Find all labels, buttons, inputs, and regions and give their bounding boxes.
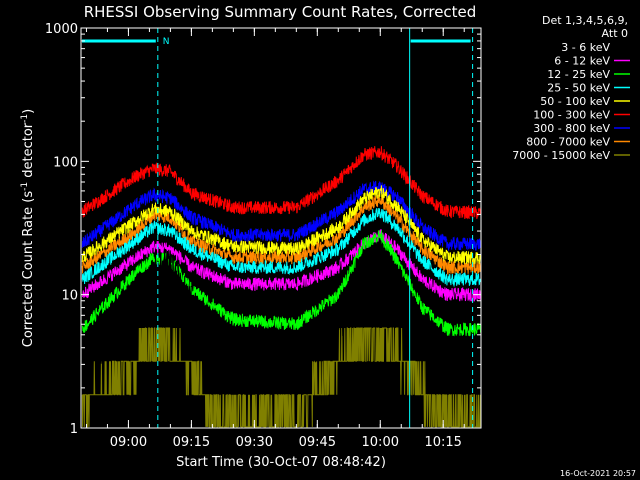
series-8 xyxy=(81,327,482,428)
series-5 xyxy=(81,146,482,220)
y-axis-label-main: Corrected Count Rate (s xyxy=(21,191,36,348)
y-tick-label: 100 xyxy=(53,155,78,170)
legend-entry-label: 12 - 25 keV xyxy=(547,68,610,81)
x-tick-label: 09:00 xyxy=(110,435,147,450)
series-2 xyxy=(82,230,481,337)
y-axis-label: Corrected Count Rate (s-1 detector-1) xyxy=(20,109,36,347)
y-tick-label: 1 xyxy=(70,422,78,437)
series-1 xyxy=(81,229,482,302)
x-tick-label: 09:15 xyxy=(173,435,210,450)
annotations: N xyxy=(82,28,474,428)
legend-entry-label: 25 - 50 keV xyxy=(547,82,610,95)
series-line xyxy=(81,240,482,378)
axes: 09:00 09:15 09:30 09:45 10:00 10:15 1 10 100 1000 xyxy=(45,22,481,450)
legend-entry-label: 3 - 6 keV xyxy=(561,41,610,54)
series-line xyxy=(81,327,482,428)
legend-entry-label: 800 - 7000 keV xyxy=(526,136,610,149)
series-3 xyxy=(81,207,482,288)
chart-title: RHESSI Observing Summary Count Rates, Co… xyxy=(84,3,477,21)
y-tick-label: 1000 xyxy=(45,22,78,37)
legend-header-1: Det 1,3,4,5,6,9, xyxy=(542,14,628,27)
series-0 xyxy=(81,240,482,378)
x-tick-label: 09:30 xyxy=(236,435,273,450)
series-6 xyxy=(81,180,482,251)
marker-label-n: N xyxy=(163,37,170,47)
x-axis-label: Start Time (30-Oct-07 08:48:42) xyxy=(176,455,386,470)
series-7 xyxy=(81,193,482,276)
legend-entry-label: 100 - 300 keV xyxy=(533,109,610,122)
footer-timestamp: 16-Oct-2021 20:57 xyxy=(560,469,636,478)
plot-area xyxy=(81,146,482,428)
x-tick-label: 09:45 xyxy=(299,435,336,450)
x-tick-label: 10:15 xyxy=(424,435,461,450)
x-tick-label: 10:00 xyxy=(362,435,399,450)
series-line xyxy=(81,193,482,276)
y-axis-label-end: ) xyxy=(21,109,36,114)
y-axis-label-mid: detector xyxy=(21,122,36,182)
legend-entry-label: 300 - 800 keV xyxy=(533,122,610,135)
series-4 xyxy=(81,185,482,265)
plot-frame xyxy=(80,27,482,429)
series-line xyxy=(82,230,481,337)
series-line xyxy=(81,207,482,288)
legend-entry-label: 6 - 12 keV xyxy=(554,55,610,68)
series-line xyxy=(81,229,482,302)
legend-entry-label: 7000 - 15000 keV xyxy=(512,149,610,162)
series-line xyxy=(81,180,482,251)
y-axis-label-sup1: -1 xyxy=(20,182,30,191)
series-line xyxy=(81,146,482,220)
y-axis-label-sup2: -1 xyxy=(20,114,30,123)
series-line xyxy=(81,185,482,265)
y-tick-label: 10 xyxy=(61,289,78,304)
legend-entry-label: 50 - 100 keV xyxy=(540,95,610,108)
legend-header-2: Att 0 xyxy=(602,27,628,40)
